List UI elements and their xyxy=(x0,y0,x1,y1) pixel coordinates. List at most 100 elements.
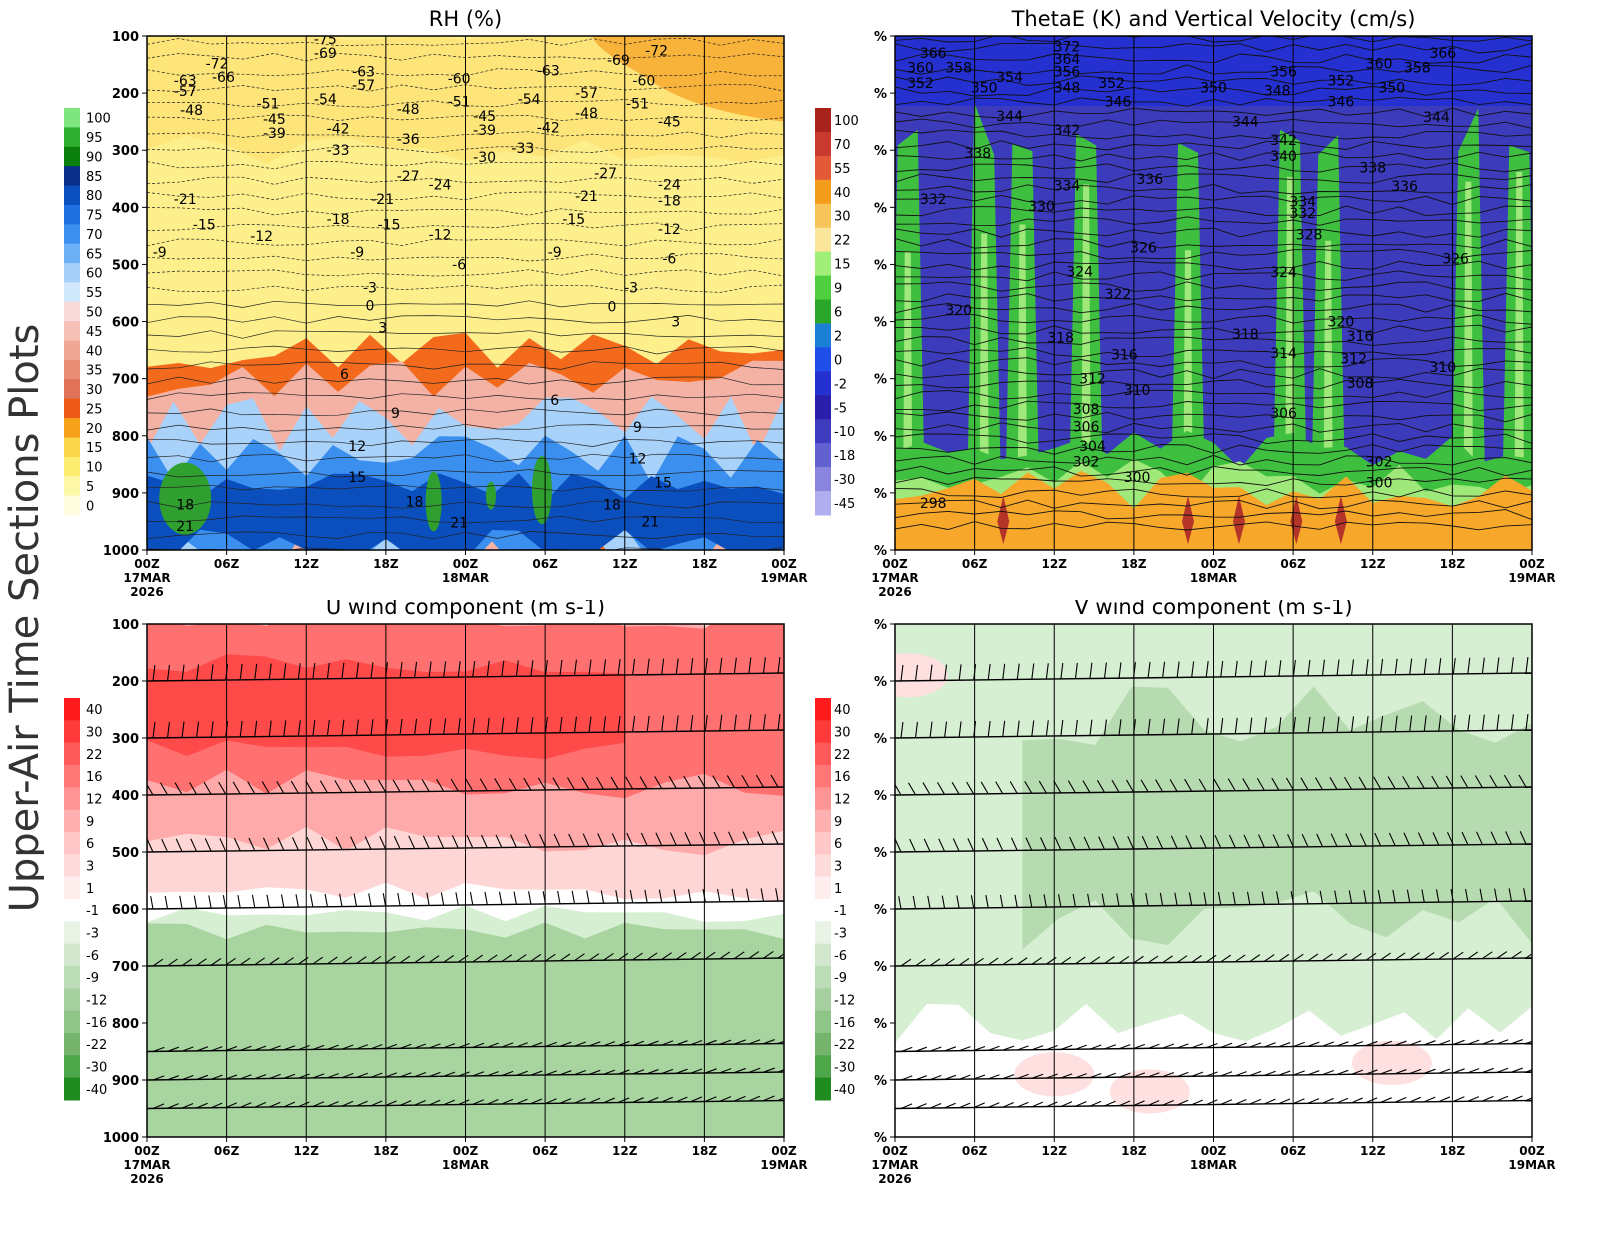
wind-barb xyxy=(629,889,634,903)
wind-barb xyxy=(486,717,490,734)
wind-barb xyxy=(472,717,476,734)
colorbar-label: 6 xyxy=(834,837,842,852)
wind-barb xyxy=(646,1069,659,1075)
wind-barb xyxy=(225,957,236,966)
wind-barb xyxy=(734,1067,746,1074)
colorbar-swatch xyxy=(64,765,80,788)
fill-green-core xyxy=(425,471,442,532)
wind-barb xyxy=(999,894,1004,908)
wind-barb xyxy=(152,1103,165,1110)
wind-barb xyxy=(1162,661,1166,678)
wind-barb xyxy=(1031,957,1043,965)
wind-barb xyxy=(1067,780,1076,794)
wind-barb xyxy=(266,894,270,908)
isotherm xyxy=(147,253,784,262)
wind-barb xyxy=(327,1101,339,1107)
wind-barb xyxy=(1496,951,1508,959)
colorbar-label: -40 xyxy=(834,1083,855,1098)
x-tick-label: 18Z xyxy=(1121,1144,1147,1158)
thetae-label: 298 xyxy=(920,496,947,512)
wind-barb xyxy=(292,837,299,851)
colorbar-label: -1 xyxy=(86,904,99,919)
wind-barb xyxy=(559,659,563,676)
wind-barb xyxy=(181,1074,194,1081)
wind-barb xyxy=(385,1043,398,1050)
colorbar-swatch xyxy=(815,698,831,721)
wind-barb xyxy=(539,834,546,848)
wind-barb xyxy=(196,664,200,681)
wind-barb xyxy=(1205,661,1209,678)
wind-barb xyxy=(515,660,519,677)
colorbar-swatch xyxy=(815,809,831,833)
wind-barb xyxy=(713,831,721,845)
colorbar-label: 40 xyxy=(834,186,851,201)
x-date-label: 17MAR xyxy=(871,571,918,585)
colorbar-label: -10 xyxy=(834,425,855,440)
wind-barb xyxy=(655,832,663,846)
wind-barb xyxy=(1147,718,1151,735)
wind-barb xyxy=(164,895,169,909)
wind-barb xyxy=(414,1043,427,1049)
wind-barb xyxy=(1031,720,1035,737)
colorbar-label: 15 xyxy=(834,258,851,273)
temperature-label: 21 xyxy=(176,519,194,535)
wind-barb xyxy=(661,715,665,732)
wind-barb xyxy=(644,889,648,903)
wind-barb xyxy=(646,1040,659,1046)
wind-barb xyxy=(1365,1040,1378,1047)
wind-barb xyxy=(676,1096,688,1103)
colorbar-label: 30 xyxy=(834,210,851,225)
wind-barb xyxy=(1130,893,1135,907)
y-tick-label: 400 xyxy=(112,789,139,804)
wind-barb xyxy=(455,892,459,906)
wind-barb xyxy=(973,1045,986,1052)
wind-barb xyxy=(356,1100,368,1107)
x-date-label: 19MAR xyxy=(1508,1158,1555,1172)
wind-barb xyxy=(673,889,677,903)
wind-barb xyxy=(661,1040,674,1046)
wind-barb xyxy=(1234,954,1246,963)
colorbar-swatch xyxy=(64,127,80,148)
temperature-label: -12 xyxy=(250,229,273,245)
colorbar-label: 16 xyxy=(86,770,103,785)
colorbar-label: 80 xyxy=(86,189,103,204)
wind-barb xyxy=(530,1070,543,1076)
wind-barb xyxy=(1213,778,1222,792)
wind-barb xyxy=(440,892,445,906)
wind-barb xyxy=(952,838,960,852)
wind-barb xyxy=(770,774,779,788)
wind-barb xyxy=(399,955,411,964)
thetae-label: 300 xyxy=(1366,476,1393,492)
wind-barb xyxy=(1046,1045,1058,1051)
wind-barb xyxy=(733,657,737,674)
wind-barb xyxy=(356,956,367,964)
colorbar-label: 12 xyxy=(834,793,851,808)
wind-barb xyxy=(1031,663,1035,680)
wind-barb xyxy=(1235,1099,1247,1105)
wind-barb xyxy=(617,1097,630,1104)
wind-barb xyxy=(1292,660,1296,677)
wind-barb xyxy=(1387,776,1396,789)
x-date-label: 18MAR xyxy=(1190,571,1237,585)
thetae-label: 352 xyxy=(907,76,934,92)
wind-barb xyxy=(588,953,600,961)
colorbar-swatch xyxy=(64,224,80,245)
wind-barb xyxy=(1452,714,1456,731)
wind-barb xyxy=(167,1046,179,1052)
wind-barb xyxy=(1409,1096,1421,1103)
colorbar-swatch xyxy=(64,854,80,878)
wind-barb xyxy=(1316,833,1324,847)
wind-barb xyxy=(466,834,474,849)
wind-barb xyxy=(237,894,241,908)
wind-barb xyxy=(777,714,781,731)
colorbar-label: 75 xyxy=(86,209,103,224)
wind-barb xyxy=(980,781,989,795)
wind-barb xyxy=(1374,832,1382,847)
wind-barb xyxy=(189,782,198,795)
wind-barb xyxy=(1016,663,1020,680)
temperature-label: -45 xyxy=(658,115,681,131)
x-date-label: 2026 xyxy=(130,585,163,599)
wind-barb xyxy=(1505,831,1512,845)
wind-barb xyxy=(568,833,576,847)
wind-barb xyxy=(1421,889,1425,903)
